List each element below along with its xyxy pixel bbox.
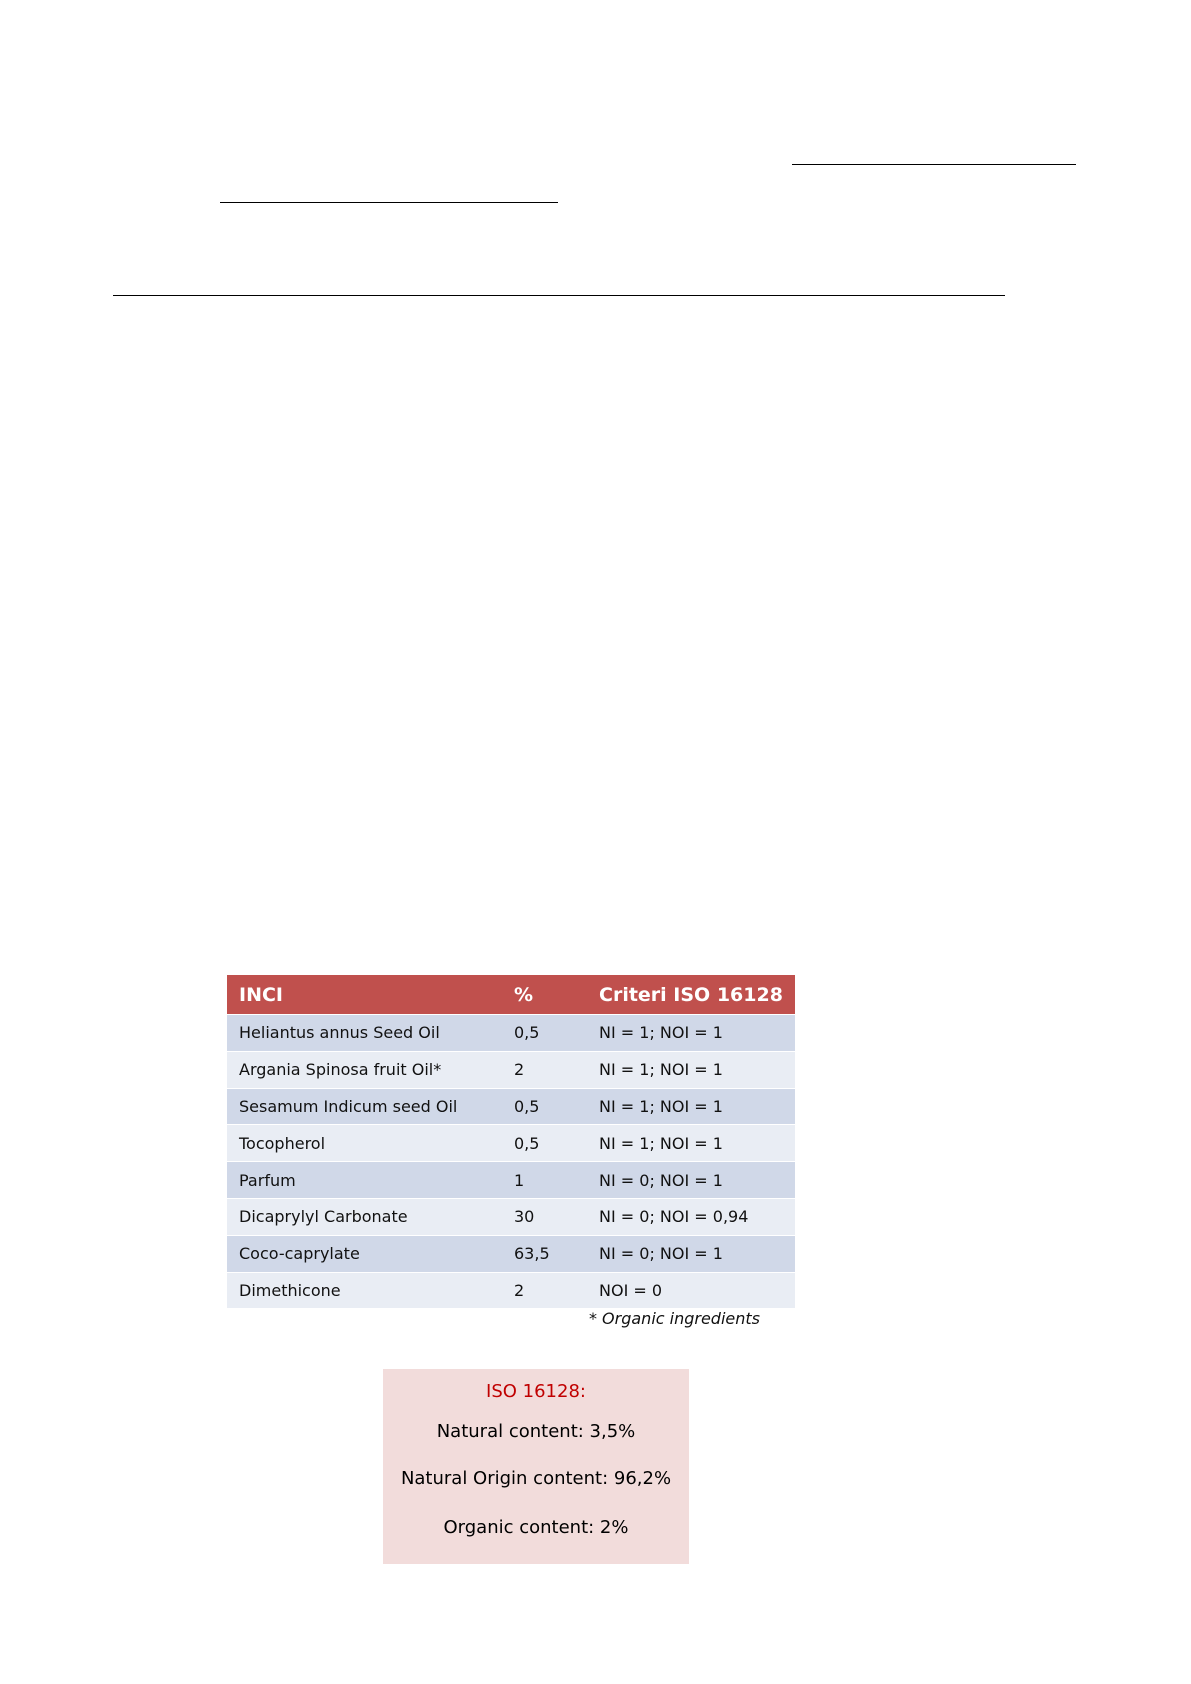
cell-inci: Tocopherol [227,1124,502,1162]
cell-criteria: NOI = 0 [587,1271,795,1309]
cell-inci: Coco-caprylate [227,1234,502,1273]
ingredients-table: INCI % Criteri ISO 16128 Heliantus annus… [227,975,795,1309]
table-row: Sesamum Indicum seed Oil 0,5 NI = 1; NOI =… [227,1087,795,1125]
natural-content: Natural content: 3,5% [436,1421,636,1442]
table-row: Dicaprylyl Carbonate 30 NI = 0; NOI = 0,94 [227,1197,795,1236]
cell-percent: 2 [502,1271,587,1309]
iso-summary-box: ISO 16128: Natural content: 3,5% Natural… [383,1369,689,1564]
table-row: Parfum 1 NI = 0; NOI = 1 [227,1161,795,1199]
cell-criteria: NI = 1; NOI = 1 [587,1014,795,1052]
header-inci: INCI [227,975,502,1015]
cell-inci: Argania Spinosa fruit Oil* [227,1050,502,1089]
summary-title: ISO 16128: [486,1381,586,1402]
header-criteria: Criteri ISO 16128 [587,975,795,1015]
cell-criteria: NI = 0; NOI = 1 [587,1161,795,1199]
cell-percent: 63,5 [502,1234,587,1273]
cell-inci: Heliantus annus Seed Oil [227,1014,502,1052]
table-row: Dimethicone 2 NOI = 0 [227,1271,795,1309]
table-row: Coco-caprylate 63,5 NI = 0; NOI = 1 [227,1234,795,1273]
natural-origin-content: Natural Origin content: 96,2% [400,1468,672,1489]
table-row: Argania Spinosa fruit Oil* 2 NI = 1; NOI =… [227,1050,795,1089]
cell-inci: Dicaprylyl Carbonate [227,1197,502,1236]
cell-percent: 1 [502,1161,587,1199]
footnote: * Organic ingredients [588,1309,760,1328]
table-header: INCI % Criteri ISO 16128 [227,975,795,1015]
cell-percent: 0,5 [502,1124,587,1162]
cell-criteria: NI = 1; NOI = 1 [587,1050,795,1089]
section-rule [113,295,1005,296]
cell-inci: Dimethicone [227,1271,502,1309]
cell-percent: 0,5 [502,1014,587,1052]
cell-inci: Parfum [227,1161,502,1199]
underline-rule [220,202,558,203]
table-row: Tocopherol 0,5 NI = 1; NOI = 1 [227,1124,795,1162]
organic-content: Organic content: 2% [443,1517,629,1538]
cell-criteria: NI = 1; NOI = 1 [587,1124,795,1162]
cell-percent: 0,5 [502,1087,587,1125]
header-percent: % [502,975,587,1015]
cell-inci: Sesamum Indicum seed Oil [227,1087,502,1125]
cell-criteria: NI = 1; NOI = 1 [587,1087,795,1125]
cell-criteria: NI = 0; NOI = 0,94 [587,1197,795,1236]
table-row: Heliantus annus Seed Oil 0,5 NI = 1; NOI =… [227,1014,795,1052]
underline-rule [792,164,1076,165]
cell-percent: 2 [502,1050,587,1089]
cell-percent: 30 [502,1197,587,1236]
cell-criteria: NI = 0; NOI = 1 [587,1234,795,1273]
